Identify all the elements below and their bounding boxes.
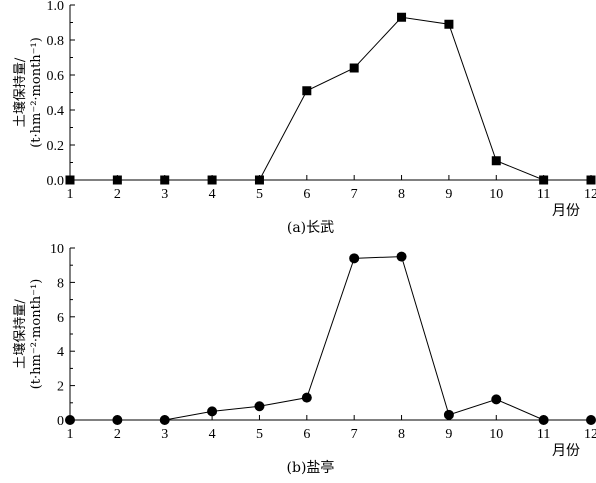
data-point bbox=[491, 156, 501, 166]
x-tick-label: 8 bbox=[398, 427, 405, 442]
y-axis-label-line1: 土壤保持量/ bbox=[12, 57, 28, 127]
x-tick-label: 2 bbox=[114, 427, 121, 442]
x-axis-label: 月份 bbox=[552, 443, 580, 459]
x-tick-label: 9 bbox=[445, 187, 452, 202]
data-point bbox=[112, 415, 123, 425]
data-point bbox=[491, 394, 502, 405]
x-tick-label: 3 bbox=[161, 187, 168, 202]
data-point bbox=[159, 415, 170, 425]
data-point bbox=[112, 175, 122, 185]
data-point bbox=[538, 415, 549, 425]
y-tick-label: 0.4 bbox=[47, 104, 65, 119]
x-tick-label: 9 bbox=[445, 427, 452, 442]
y-tick-label: 0.6 bbox=[47, 69, 65, 84]
y-axis-label-line1: 土壤保持量/ bbox=[12, 299, 28, 369]
chart-caption: (a)长武 bbox=[287, 220, 334, 236]
x-tick-label: 2 bbox=[114, 187, 121, 202]
data-point bbox=[349, 253, 360, 264]
chart-caption: (b)盐亭 bbox=[287, 459, 335, 476]
x-axis-label: 月份 bbox=[552, 203, 580, 219]
x-tick-label: 6 bbox=[303, 427, 310, 442]
data-point bbox=[349, 63, 359, 73]
x-tick-label: 12 bbox=[584, 427, 596, 442]
data-point bbox=[301, 392, 312, 403]
data-point bbox=[65, 175, 75, 185]
x-tick-label: 7 bbox=[351, 187, 358, 202]
x-tick-label: 7 bbox=[351, 427, 358, 442]
x-tick-label: 11 bbox=[537, 427, 550, 442]
series-line bbox=[70, 16, 591, 181]
x-tick-label: 8 bbox=[398, 187, 405, 202]
y-tick-label: 0.0 bbox=[47, 174, 65, 189]
y-tick-label: 0 bbox=[57, 414, 64, 429]
y-axis-label-line2: (t·hm⁻²·month⁻¹) bbox=[29, 37, 44, 148]
data-point bbox=[539, 175, 549, 185]
data-point bbox=[254, 401, 265, 412]
x-tick-label: 1 bbox=[67, 187, 74, 202]
x-tick-label: 10 bbox=[489, 427, 503, 442]
x-tick-label: 5 bbox=[256, 427, 263, 442]
y-tick-label: 0.2 bbox=[47, 139, 65, 154]
y-tick-label: 2 bbox=[57, 380, 64, 395]
chart-panel-1: 0.00.20.40.60.81.01 2 3 4 5 6 7 8 9 10 11 12月份土壤保持量… bbox=[12, 0, 596, 236]
data-point bbox=[254, 175, 264, 185]
data-point bbox=[302, 86, 312, 96]
y-tick-label: 4 bbox=[57, 345, 64, 360]
x-tick-label: 4 bbox=[209, 427, 216, 442]
data-point bbox=[65, 415, 75, 425]
series-line bbox=[70, 256, 591, 421]
x-tick-label: 1 bbox=[67, 427, 74, 442]
x-tick-label: 6 bbox=[303, 187, 310, 202]
x-tick-label: 12 bbox=[584, 187, 596, 202]
data-point bbox=[444, 19, 454, 29]
data-point bbox=[586, 415, 596, 425]
x-tick-label: 3 bbox=[161, 427, 168, 442]
x-tick-label: 5 bbox=[256, 187, 263, 202]
x-tick-label: 4 bbox=[209, 187, 216, 202]
y-tick-label: 6 bbox=[57, 311, 64, 326]
y-tick-label: 8 bbox=[57, 276, 64, 291]
data-point bbox=[160, 175, 170, 185]
x-tick-label: 10 bbox=[489, 187, 503, 202]
data-point bbox=[207, 406, 218, 417]
y-axis-label-line2: (t·hm⁻²·month⁻¹) bbox=[29, 279, 44, 390]
data-point bbox=[443, 409, 454, 420]
y-tick-label: 0.8 bbox=[47, 34, 65, 49]
data-point bbox=[396, 251, 407, 262]
data-point bbox=[397, 12, 407, 22]
x-tick-label: 11 bbox=[537, 187, 550, 202]
data-point bbox=[586, 175, 596, 185]
y-tick-label: 1.0 bbox=[47, 0, 65, 14]
y-tick-label: 10 bbox=[50, 242, 64, 257]
data-point bbox=[207, 175, 217, 185]
